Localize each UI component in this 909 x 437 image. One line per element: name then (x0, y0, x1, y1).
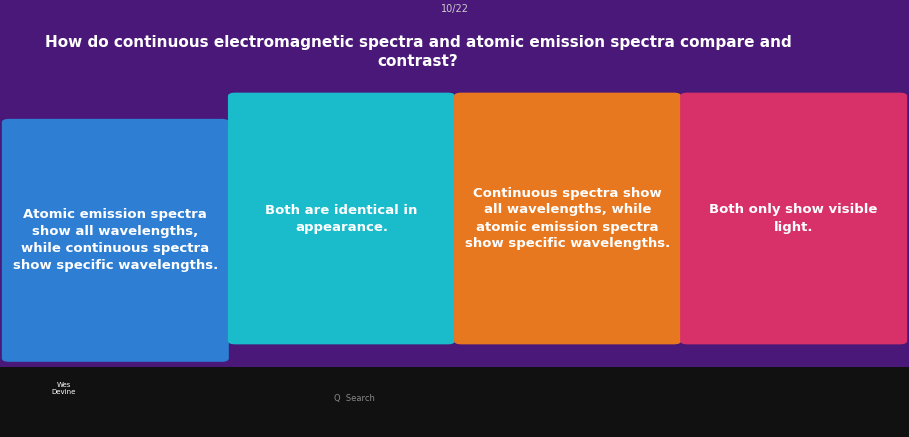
FancyBboxPatch shape (680, 93, 907, 344)
Bar (0, 367, 909, 437)
FancyBboxPatch shape (228, 93, 454, 344)
Text: Wes
Devine: Wes Devine (52, 382, 75, 395)
Text: Continuous spectra show
all wavelengths, while
atomic emission spectra
show spec: Continuous spectra show all wavelengths,… (464, 187, 670, 250)
Text: 10/22: 10/22 (441, 4, 468, 14)
FancyBboxPatch shape (454, 93, 681, 344)
Text: Both only show visible
light.: Both only show visible light. (710, 204, 878, 233)
Text: How do continuous electromagnetic spectra and atomic emission spectra compare an: How do continuous electromagnetic spectr… (45, 35, 792, 69)
FancyBboxPatch shape (2, 119, 229, 362)
Text: Both are identical in
appearance.: Both are identical in appearance. (265, 204, 417, 233)
Text: Atomic emission spectra
show all wavelengths,
while continuous spectra
show spec: Atomic emission spectra show all wavelen… (13, 208, 218, 272)
Text: Q  Search: Q Search (335, 394, 375, 403)
